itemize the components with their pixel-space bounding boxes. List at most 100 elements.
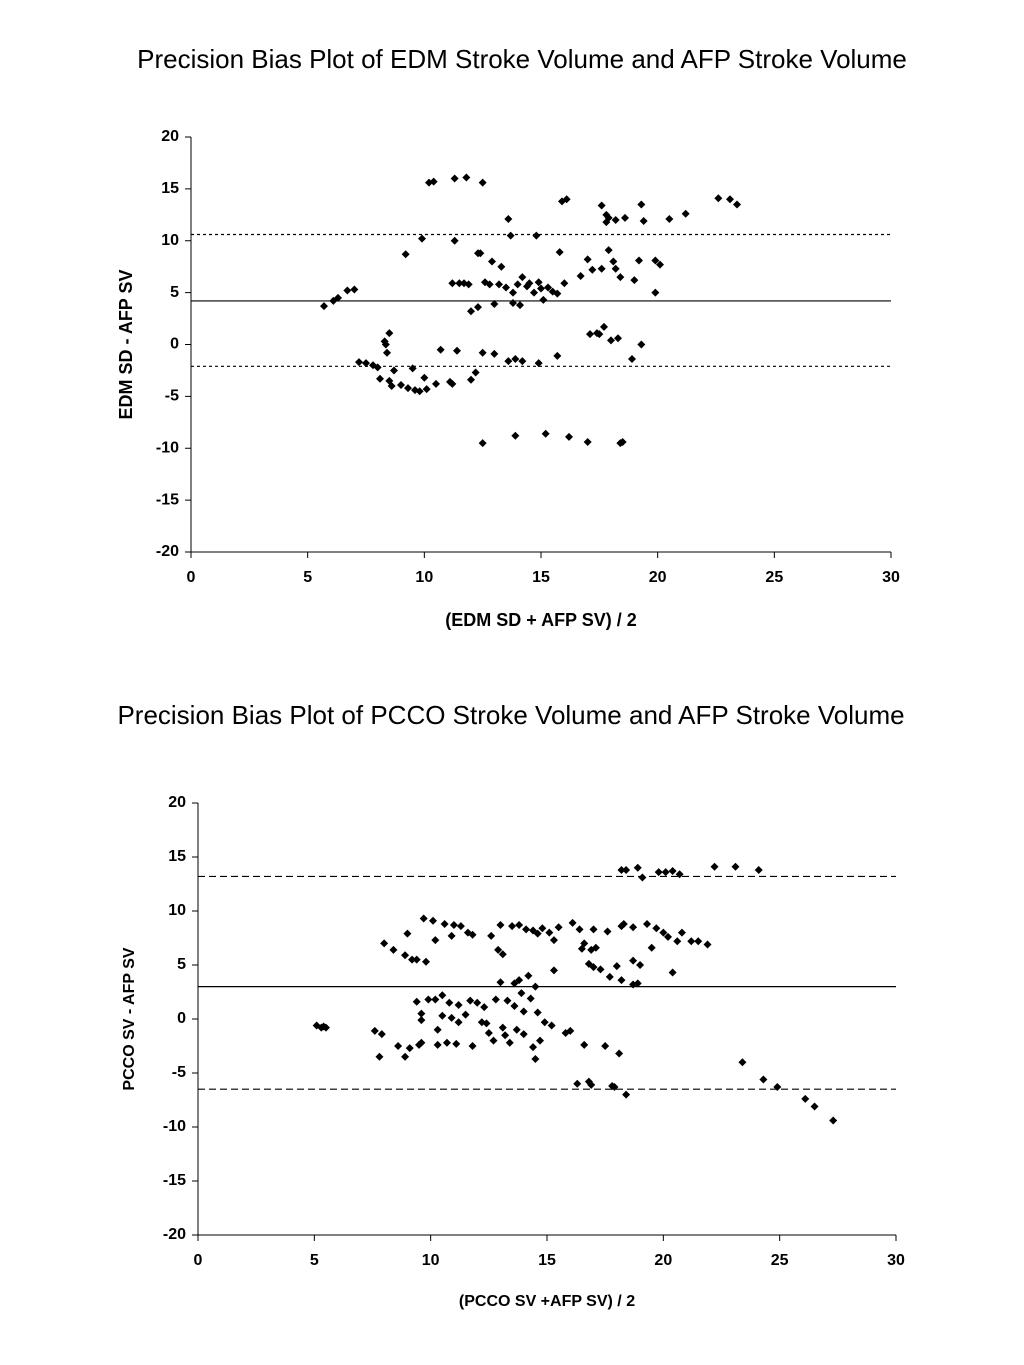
data-point — [408, 364, 417, 373]
data-point — [412, 997, 421, 1006]
data-point — [596, 965, 605, 974]
y-tick-label: -15 — [163, 1172, 186, 1189]
data-point — [490, 300, 499, 309]
data-point — [450, 236, 459, 245]
data-point — [397, 380, 405, 389]
data-point — [617, 976, 626, 985]
data-point — [433, 1040, 442, 1049]
data-point — [448, 379, 457, 388]
data-point — [629, 923, 638, 932]
data-point — [419, 914, 428, 923]
data-point — [589, 963, 598, 972]
data-point — [431, 936, 440, 945]
data-point — [643, 919, 652, 928]
data-point — [478, 439, 487, 448]
data-point — [595, 330, 604, 339]
data-point — [575, 925, 584, 934]
data-point — [321, 1023, 330, 1032]
data-point — [659, 928, 668, 937]
data-point — [401, 1052, 410, 1061]
data-point — [677, 928, 686, 937]
data-point — [501, 1031, 510, 1040]
data-point — [710, 862, 719, 871]
data-point — [455, 279, 464, 288]
data-point — [485, 280, 494, 289]
data-point — [449, 921, 458, 930]
data-point — [387, 382, 396, 390]
data-point — [510, 1002, 519, 1011]
data-point — [633, 979, 642, 988]
data-point — [810, 1102, 819, 1111]
data-point — [468, 1042, 477, 1050]
data-point — [454, 1018, 463, 1027]
data-point — [491, 995, 500, 1004]
data-point — [566, 1026, 575, 1035]
x-tick-label: 5 — [303, 569, 312, 586]
data-point — [401, 250, 410, 259]
data-point — [605, 972, 614, 981]
data-point — [503, 996, 512, 1005]
data-point — [504, 357, 513, 366]
x-tick-label: 0 — [194, 1252, 203, 1269]
data-point — [754, 865, 763, 874]
x-tick-label: 10 — [415, 569, 433, 586]
data-point — [583, 255, 592, 264]
data-point — [450, 174, 459, 183]
y-tick-label: 15 — [161, 180, 179, 197]
data-point — [540, 1018, 549, 1027]
data-point — [370, 1026, 379, 1035]
data-point — [586, 330, 594, 339]
data-point — [576, 272, 585, 281]
data-point — [362, 359, 370, 368]
data-point — [515, 921, 524, 930]
data-point — [495, 280, 503, 289]
data-point — [431, 995, 440, 1004]
data-point — [731, 862, 740, 871]
data-point — [456, 922, 465, 931]
data-point — [404, 384, 412, 393]
data-point — [553, 289, 562, 298]
data-point — [668, 968, 677, 977]
y-tick-label: -5 — [172, 1064, 186, 1081]
data-point — [694, 937, 703, 946]
data-point — [429, 177, 438, 186]
x-tick-label: 25 — [765, 569, 783, 586]
data-point — [801, 1094, 810, 1103]
data-point — [630, 276, 639, 285]
data-point — [637, 340, 646, 349]
data-point — [610, 1083, 619, 1092]
data-point — [506, 231, 515, 240]
data-point — [516, 301, 524, 310]
data-point — [583, 438, 592, 447]
data-point — [539, 295, 548, 304]
data-point — [629, 956, 638, 965]
data-point — [587, 1080, 596, 1089]
x-axis-label: (PCCO SV +AFP SV) / 2 — [459, 1293, 635, 1310]
data-point — [603, 927, 612, 936]
data-point — [320, 302, 328, 311]
data-point — [656, 260, 664, 269]
data-point — [580, 939, 589, 948]
data-point — [383, 348, 391, 357]
data-point — [537, 284, 545, 293]
data-point — [534, 359, 543, 368]
y-tick-label: 0 — [170, 336, 179, 353]
data-point — [604, 213, 613, 222]
data-point — [588, 265, 597, 274]
data-point — [418, 234, 426, 243]
x-tick-label: 15 — [538, 1252, 556, 1269]
data-point — [438, 1011, 447, 1020]
data-point — [591, 943, 600, 952]
data-point — [652, 924, 661, 933]
data-point — [512, 1025, 521, 1034]
data-point — [647, 943, 656, 952]
data-point — [615, 1049, 624, 1058]
data-point — [633, 863, 642, 872]
data-point — [609, 257, 618, 266]
y-tick-label: 5 — [170, 284, 179, 301]
data-point — [733, 200, 741, 209]
data-point — [401, 951, 410, 960]
data-point — [417, 1038, 426, 1047]
data-point — [417, 1016, 426, 1025]
